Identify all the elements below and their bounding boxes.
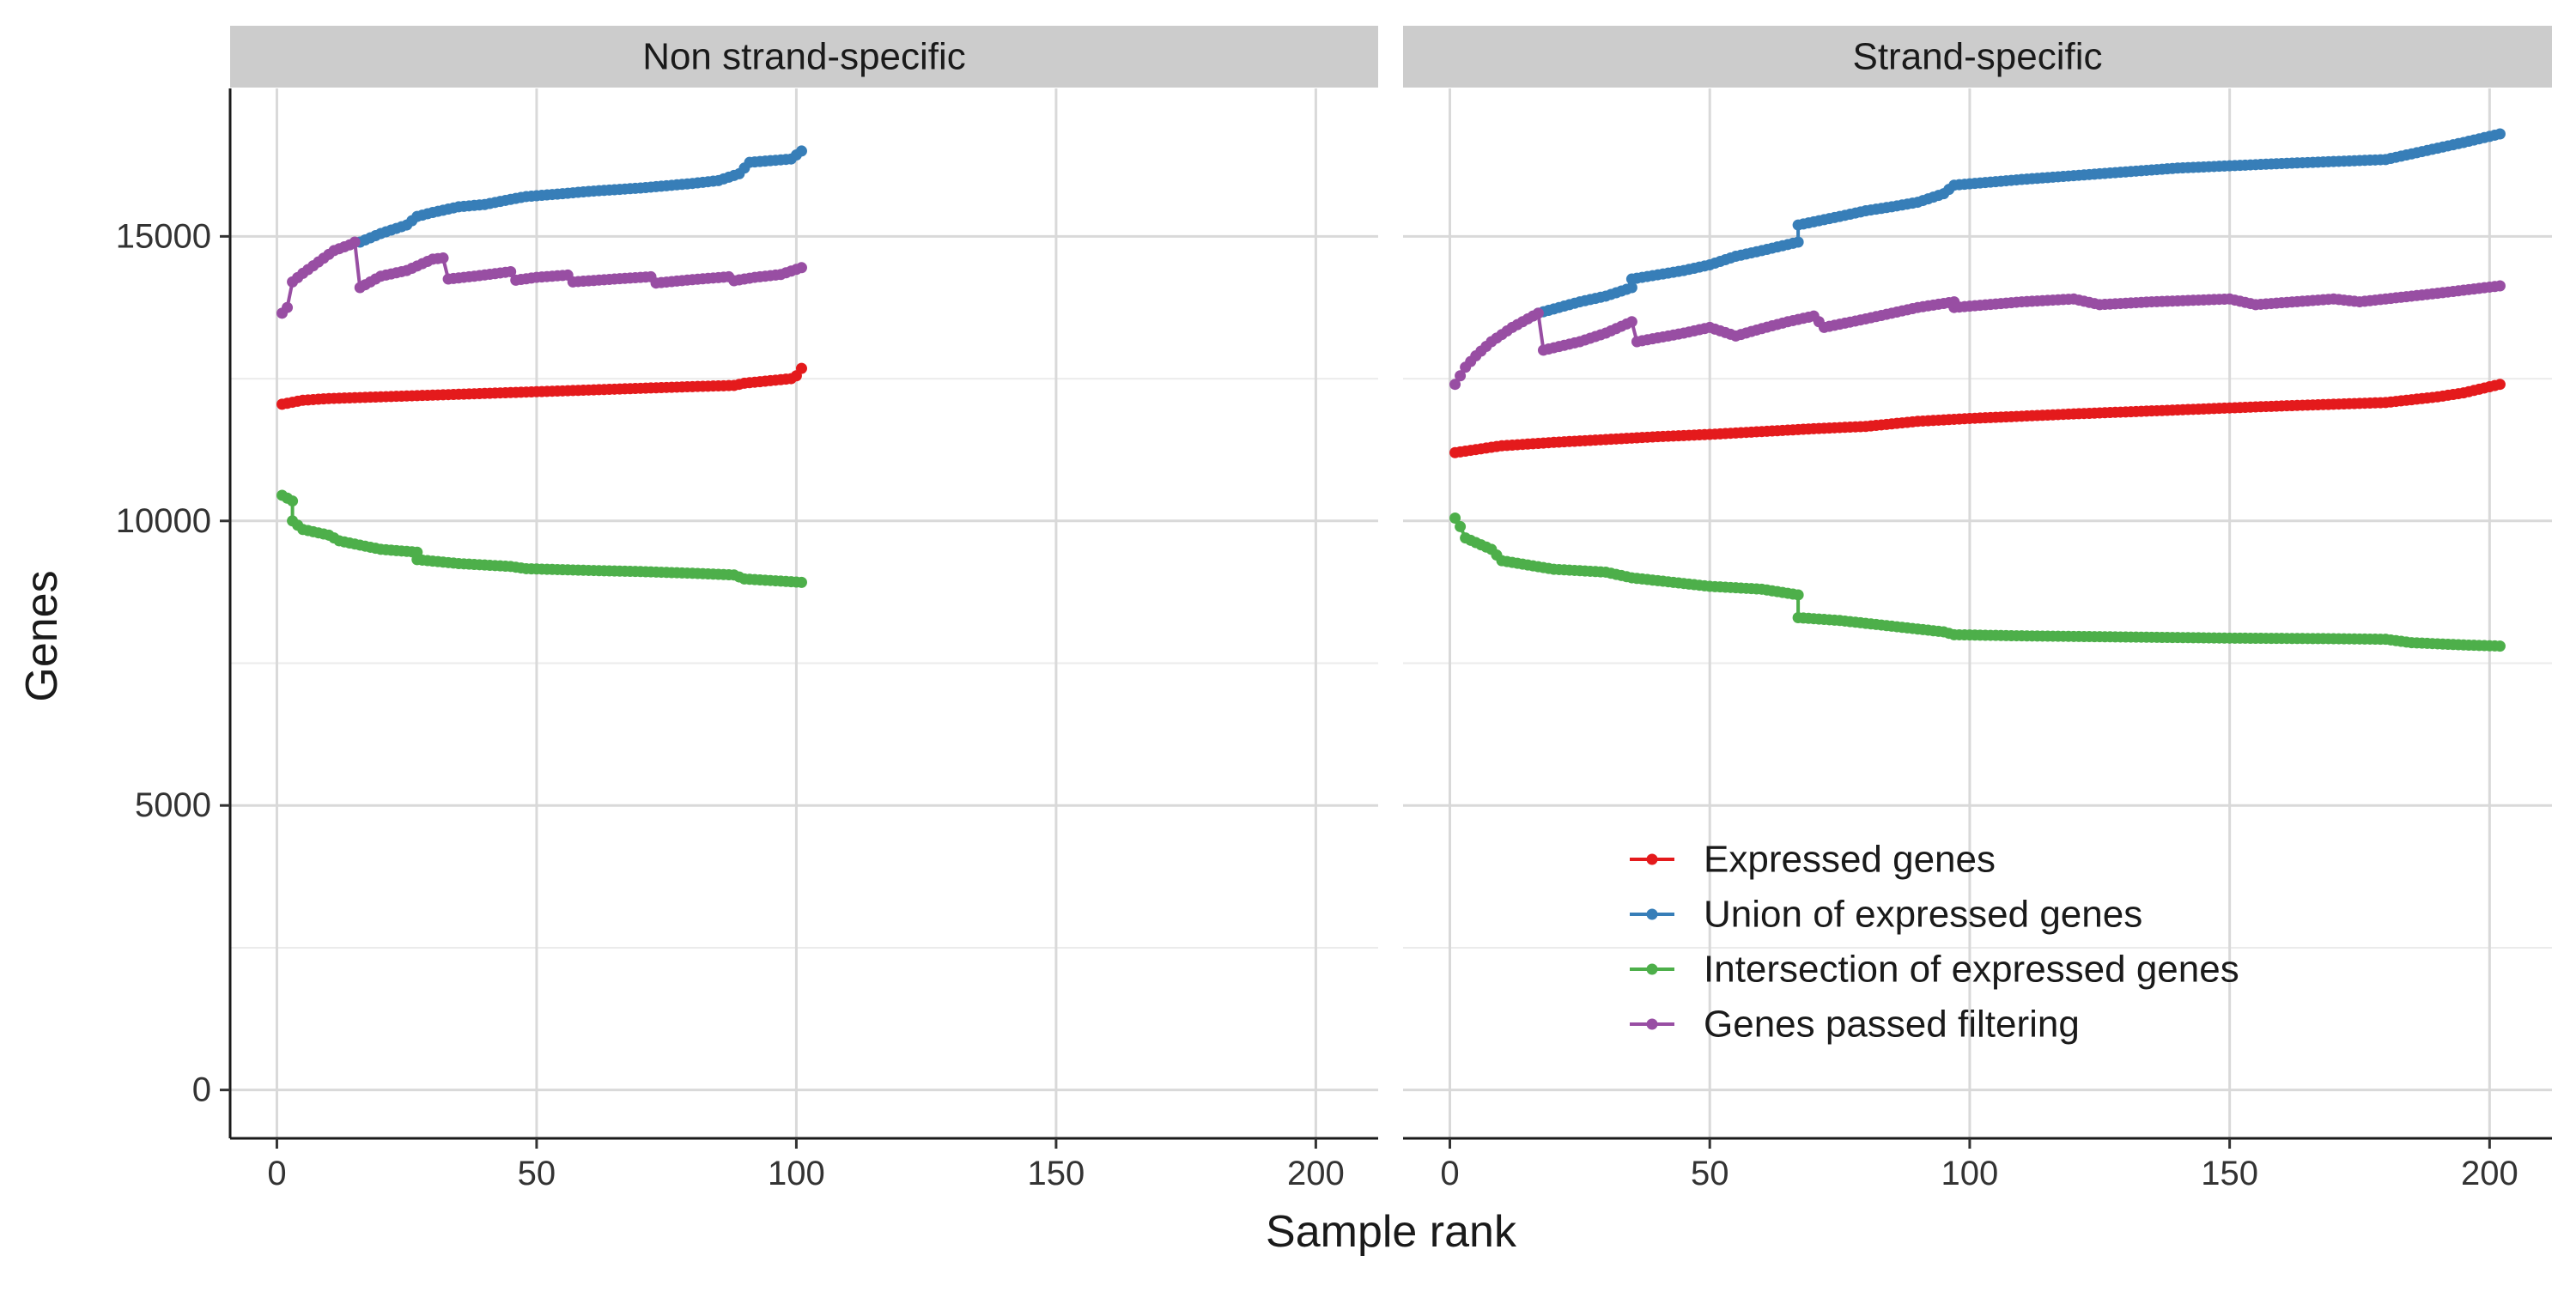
strip-background: [230, 26, 1378, 88]
series-intersection-of-expressed-genes: [276, 489, 807, 588]
legend: Expressed genes Union of expressed genes I…: [1630, 839, 2239, 1046]
x-tick-label: 150: [1028, 1155, 1085, 1192]
data-point: [795, 262, 807, 274]
strip-background: [1403, 26, 2552, 88]
data-point: [795, 145, 807, 157]
data-point: [505, 265, 517, 277]
data-point: [1625, 316, 1637, 328]
strip-label: Non strand-specific: [642, 36, 966, 78]
x-tick-label: 50: [1691, 1155, 1729, 1192]
data-point: [1449, 379, 1461, 391]
grid: [230, 88, 1378, 1138]
legend-key-point: [1646, 908, 1658, 920]
x-axis-ticks: 0 50 100 150 200: [1440, 1138, 2518, 1192]
strip-label: Strand-specific: [1852, 36, 2102, 78]
data-point: [795, 362, 807, 374]
data-point: [287, 495, 299, 507]
y-tick-label: 0: [192, 1071, 211, 1109]
y-tick-label: 15000: [116, 217, 211, 255]
x-tick-label: 200: [1287, 1155, 1345, 1192]
x-tick-label: 50: [518, 1155, 556, 1192]
data-point: [2494, 640, 2506, 652]
data-point: [1449, 512, 1461, 524]
legend-label: Union of expressed genes: [1704, 894, 2142, 936]
data-point: [2494, 280, 2506, 292]
legend-item: Intersection of expressed genes: [1630, 949, 2239, 991]
legend-label: Genes passed filtering: [1704, 1004, 2080, 1046]
legend-label: Intersection of expressed genes: [1704, 949, 2239, 991]
data-point: [1792, 589, 1804, 601]
x-tick-label: 0: [1440, 1155, 1459, 1192]
y-axis-title: Genes: [17, 570, 67, 701]
legend-key-point: [1646, 853, 1658, 865]
series-group: [1449, 128, 2506, 652]
x-tick-label: 100: [768, 1155, 825, 1192]
series-group: [276, 145, 807, 588]
data-point: [349, 236, 361, 248]
x-tick-label: 0: [267, 1155, 286, 1192]
grid: [1403, 88, 2552, 1138]
series-expressed-genes: [276, 362, 807, 410]
data-point: [437, 252, 449, 264]
data-point: [282, 301, 294, 313]
x-axis-ticks: 0 50 100 150 200: [267, 1138, 1345, 1192]
legend-item: Genes passed filtering: [1630, 1004, 2080, 1046]
series-union-of-expressed-genes: [1532, 128, 2506, 319]
data-point: [1455, 520, 1467, 532]
series-genes-passed-filtering: [276, 236, 807, 319]
panel-non-strand-specific: Non strand-specific 0 5000 10000 15000 0 50 1…: [116, 26, 1378, 1192]
data-point: [1532, 307, 1544, 319]
data-point: [2494, 128, 2506, 140]
data-point: [2494, 379, 2506, 391]
series-genes-passed-filtering: [1449, 280, 2506, 391]
series-intersection-of-expressed-genes: [1449, 512, 2506, 652]
legend-label: Expressed genes: [1704, 839, 1996, 881]
data-point: [795, 576, 807, 588]
series-union-of-expressed-genes: [354, 145, 807, 248]
x-tick-label: 150: [2201, 1155, 2258, 1192]
y-axis-ticks: 0 5000 10000 15000: [116, 217, 230, 1109]
x-tick-label: 200: [2461, 1155, 2518, 1192]
y-tick-label: 5000: [135, 786, 211, 824]
series-expressed-genes: [1449, 379, 2506, 458]
legend-item: Union of expressed genes: [1630, 894, 2142, 936]
data-point: [1625, 282, 1637, 294]
legend-item: Expressed genes: [1630, 839, 1996, 881]
x-tick-label: 100: [1941, 1155, 1999, 1192]
data-point: [1792, 236, 1804, 248]
panel-strand-specific: Strand-specific 0 50 100 150 200: [1403, 26, 2552, 1192]
legend-key-point: [1646, 1018, 1658, 1030]
y-tick-label: 10000: [116, 502, 211, 540]
data-point: [1455, 370, 1467, 382]
legend-key-point: [1646, 963, 1658, 975]
x-axis-title: Sample rank: [1266, 1207, 1517, 1257]
